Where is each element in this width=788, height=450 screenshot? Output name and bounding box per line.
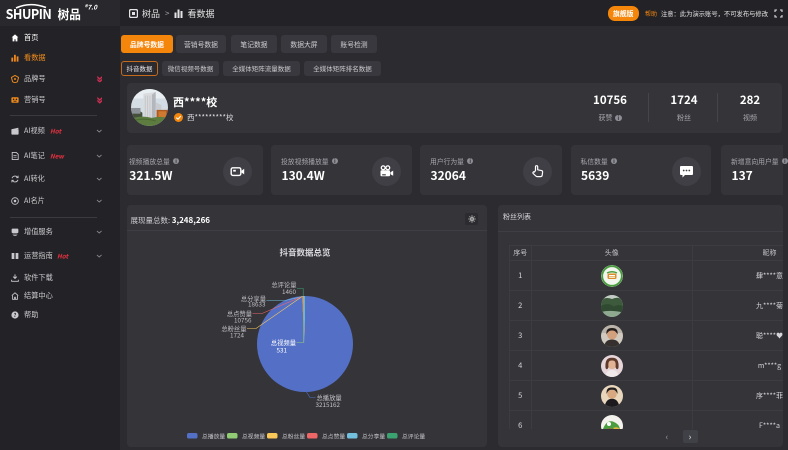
svg-text:?: ? <box>13 311 16 318</box>
svg-text:总分享量: 总分享量 <box>241 294 267 303</box>
svg-text:抖音数据总览: 抖音数据总览 <box>279 246 331 258</box>
svg-text:1460: 1460 <box>282 287 296 296</box>
svg-text:SHUPIN: SHUPIN <box>6 3 52 23</box>
svg-text:10756: 10756 <box>234 315 252 324</box>
svg-text:3215162: 3215162 <box>316 400 341 409</box>
svg-text:总评论量: 总评论量 <box>271 280 297 289</box>
svg-text:总粉丝量: 总粉丝量 <box>282 431 305 440</box>
svg-text:总分享量: 总分享量 <box>362 431 385 440</box>
svg-text:18633: 18633 <box>248 299 266 308</box>
svg-text:总视频量: 总视频量 <box>271 338 297 347</box>
svg-text:总视频量: 总视频量 <box>242 431 265 440</box>
svg-text:总播放量: 总播放量 <box>317 393 343 402</box>
svg-text:总点赞量: 总点赞量 <box>227 309 253 318</box>
svg-text:总评论量: 总评论量 <box>402 431 425 440</box>
svg-text:树品: 树品 <box>58 6 81 24</box>
svg-text:1724: 1724 <box>230 330 244 339</box>
svg-text:总播放量: 总播放量 <box>202 431 225 440</box>
svg-text:®7.0: ®7.0 <box>84 2 98 12</box>
svg-text:总粉丝量: 总粉丝量 <box>221 324 247 333</box>
svg-text:531: 531 <box>277 345 288 354</box>
svg-text:总点赞量: 总点赞量 <box>322 431 345 440</box>
